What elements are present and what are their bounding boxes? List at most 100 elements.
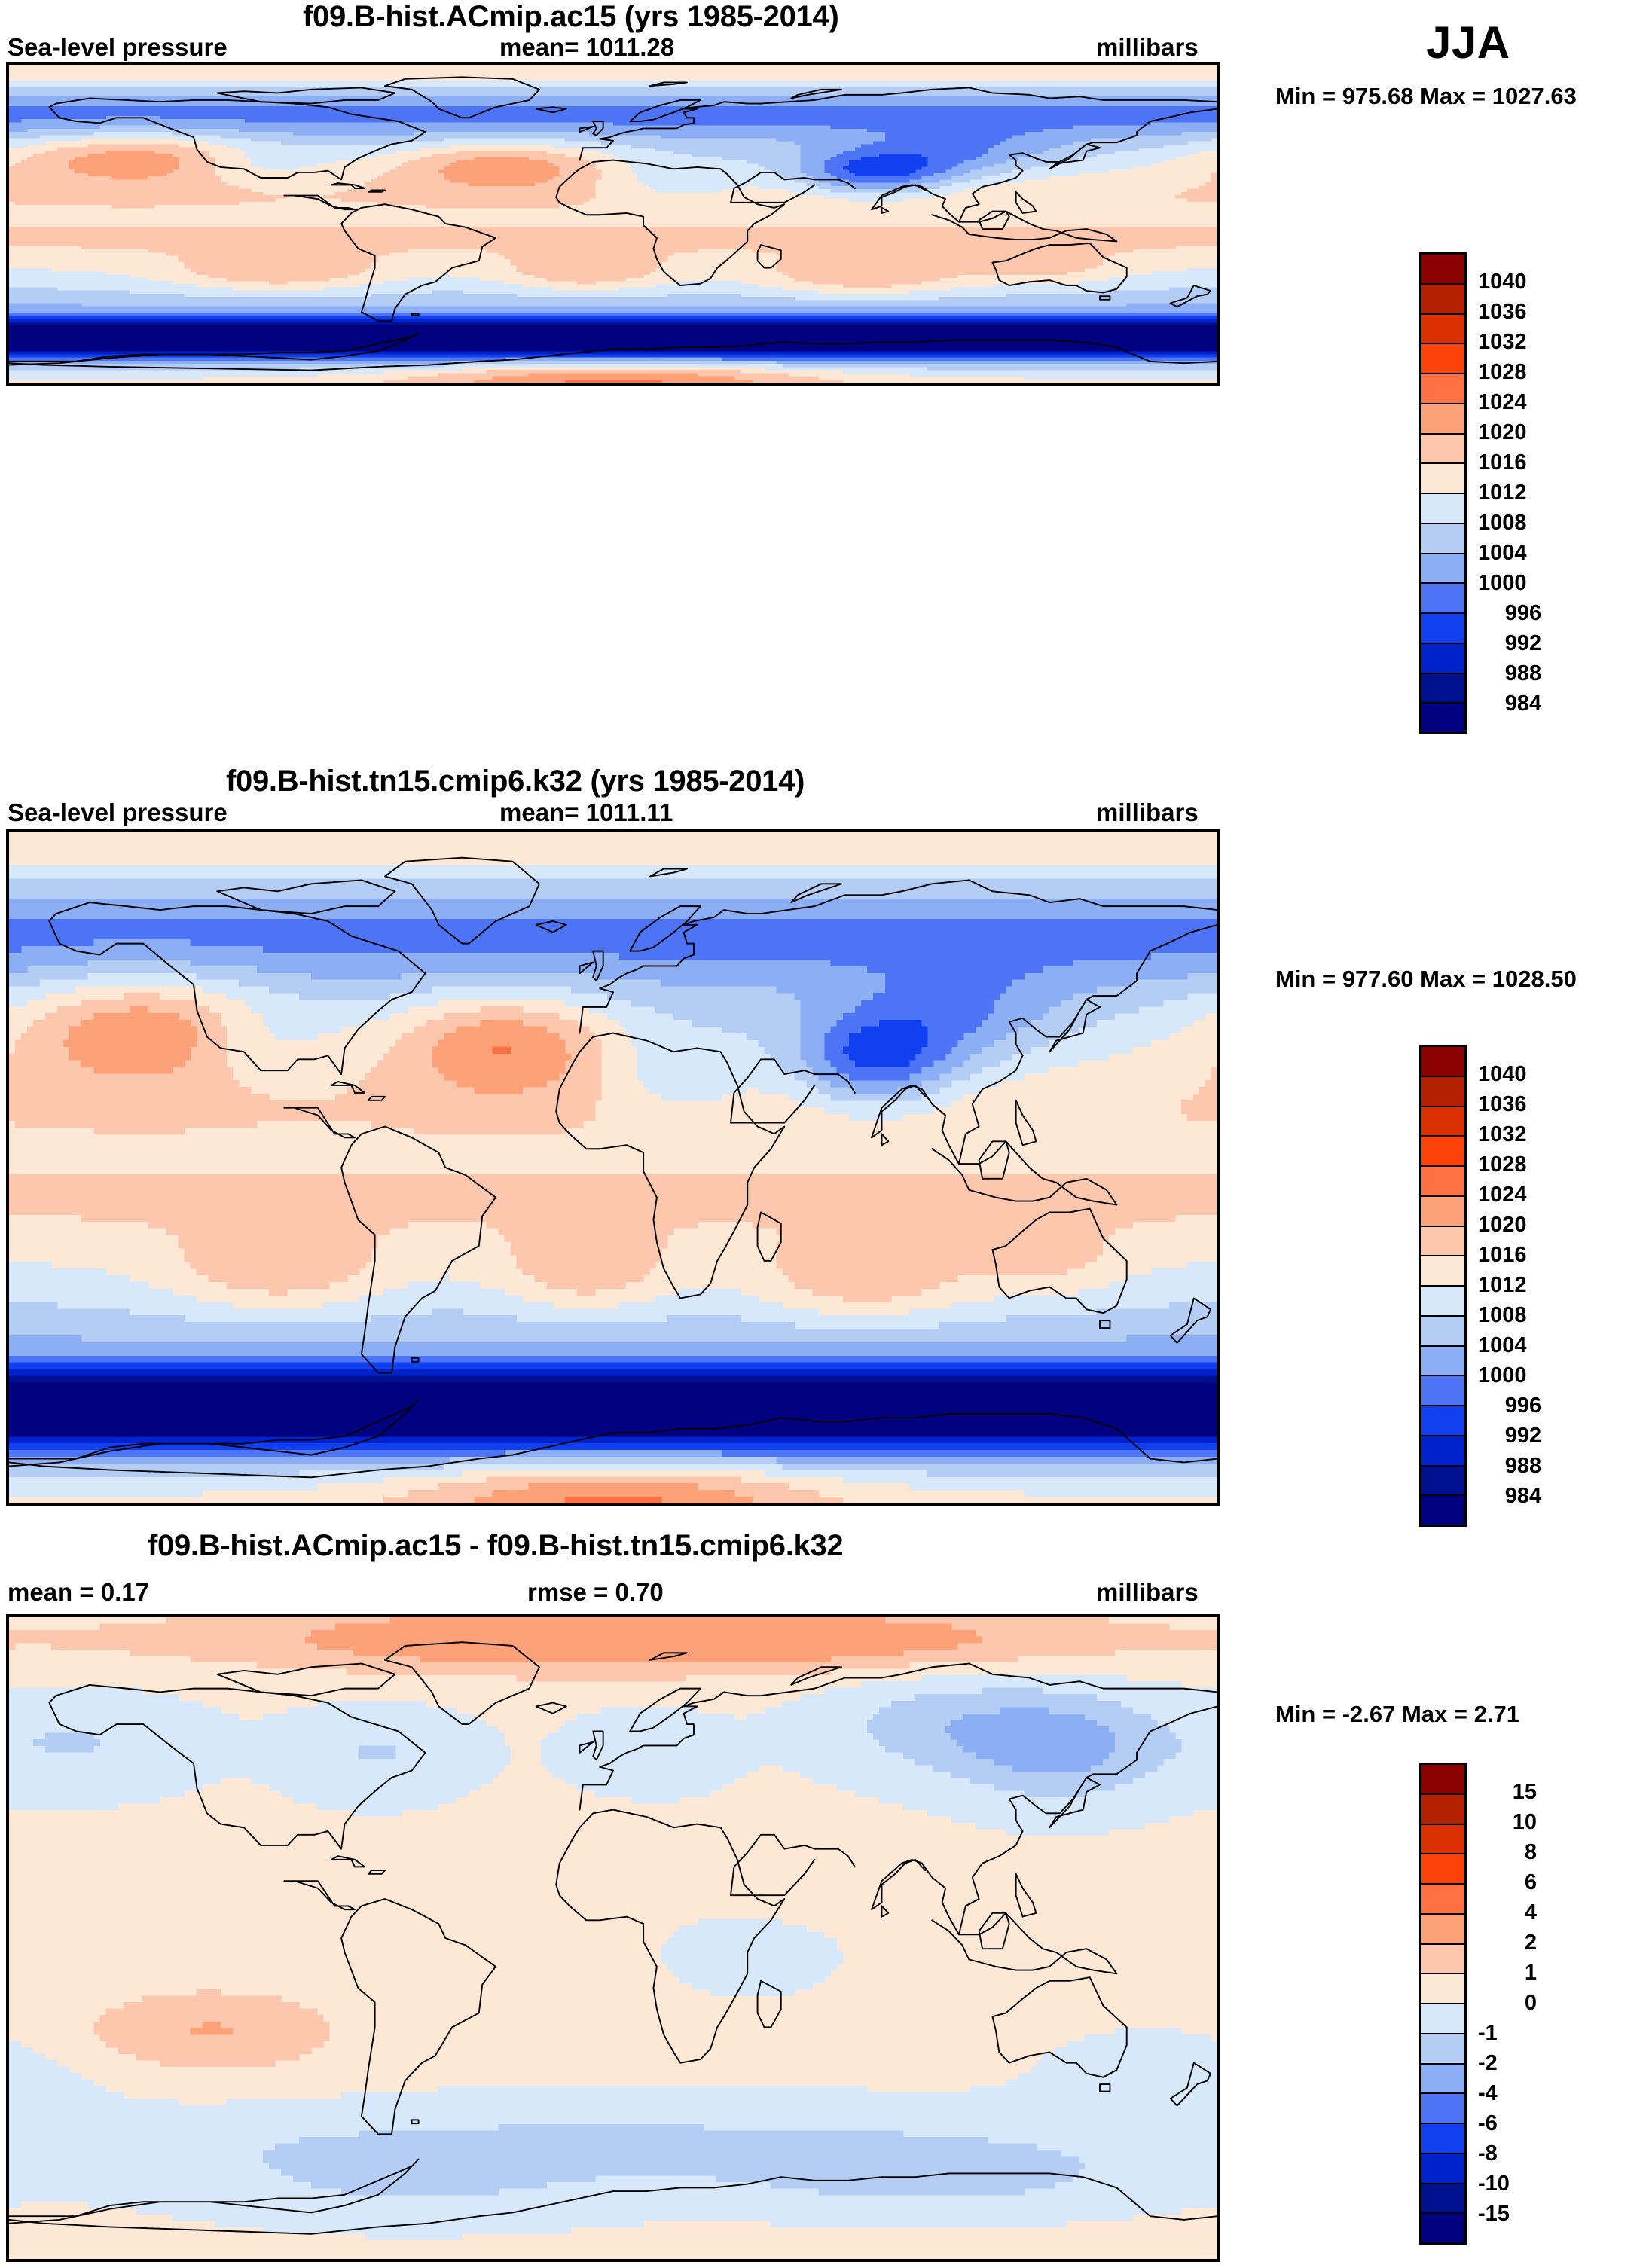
colorbar-tick-label: 996 <box>1478 603 1568 624</box>
map-bottom-canvas <box>9 1617 1217 2259</box>
colorbar-tick-label: 15 <box>1478 1781 1537 1803</box>
colorbar-middle[interactable] <box>1419 1045 1467 1527</box>
colorbar-band <box>1421 2124 1464 2154</box>
colorbar-bottom[interactable] <box>1419 1763 1467 2245</box>
panel-top-minmax: Min = 975.68 Max = 1027.63 <box>1275 83 1577 110</box>
colorbar-tick-label: 992 <box>1478 1425 1568 1447</box>
colorbar-tick-label: -8 <box>1478 2143 1568 2165</box>
colorbar-tick-label: 1032 <box>1478 331 1568 353</box>
colorbar-band <box>1421 1347 1464 1377</box>
map-middle-canvas <box>9 832 1217 1503</box>
panel-bottom-left-label: mean = 0.17 <box>8 1578 149 1607</box>
colorbar-tick-label: 1024 <box>1478 1184 1568 1206</box>
colorbar-band <box>1421 494 1464 524</box>
colorbar-band <box>1421 1974 1464 2004</box>
colorbar-band <box>1421 2034 1464 2065</box>
colorbar-tick-label: 1016 <box>1478 452 1568 474</box>
colorbar-tick-label: 10 <box>1478 1812 1537 1833</box>
panel-middle-left-label: Sea-level pressure <box>8 798 228 827</box>
colorbar-tick-label: 988 <box>1478 1455 1568 1477</box>
colorbar-top[interactable] <box>1419 252 1467 734</box>
colorbar-tick-label: 1040 <box>1478 271 1568 293</box>
colorbar-tick-label: 4 <box>1478 1902 1537 1924</box>
colorbar-band <box>1421 1825 1464 1855</box>
colorbar-tick-label: 1004 <box>1478 542 1568 564</box>
colorbar-top-ticklabels: 1040 1036 1032 1028 1024 1020 1016 1012 1008 1004… <box>1478 252 1576 734</box>
colorbar-band <box>1421 1496 1464 1525</box>
colorbar-tick-label: -15 <box>1478 2203 1568 2225</box>
colorbar-band <box>1421 1436 1464 1467</box>
colorbar-tick-label: -6 <box>1478 2113 1568 2135</box>
colorbar-band <box>1421 315 1464 345</box>
colorbar-band <box>1421 1765 1464 1795</box>
panel-middle-title: f09.B-hist.tn15.cmip6.k32 (yrs 1985-2014… <box>226 765 805 798</box>
map-panel-top[interactable] <box>6 62 1220 386</box>
colorbar-tick-label: -2 <box>1478 2053 1568 2074</box>
panel-top-left-label: Sea-level pressure <box>8 33 228 62</box>
colorbar-band <box>1421 1197 1464 1227</box>
colorbar-tick-label: 984 <box>1478 693 1568 715</box>
colorbar-tick-label: 0 <box>1478 1992 1537 2014</box>
colorbar-band <box>1421 344 1464 374</box>
colorbar-tick-label: 1020 <box>1478 1214 1568 1236</box>
colorbar-tick-label: 1028 <box>1478 362 1568 383</box>
colorbar-band <box>1421 1256 1464 1287</box>
colorbar-band <box>1421 1795 1464 1825</box>
colorbar-band <box>1421 2065 1464 2095</box>
colorbar-band <box>1421 1885 1464 1915</box>
colorbar-tick-label: 988 <box>1478 663 1568 685</box>
panel-top-right-label: millibars <box>1096 33 1199 62</box>
colorbar-tick-label: 1008 <box>1478 512 1568 534</box>
colorbar-band <box>1421 2154 1464 2184</box>
colorbar-band <box>1421 674 1464 704</box>
colorbar-band <box>1421 1376 1464 1406</box>
colorbar-tick-label: 1016 <box>1478 1244 1568 1266</box>
panel-bottom-right-label: millibars <box>1096 1578 1199 1607</box>
colorbar-tick-label: 1028 <box>1478 1154 1568 1176</box>
colorbar-tick-label: 1020 <box>1478 422 1568 444</box>
colorbar-band <box>1421 1945 1464 1975</box>
panel-middle-center-label: mean= 1011.11 <box>499 798 673 827</box>
colorbar-tick-label: 8 <box>1478 1842 1537 1864</box>
colorbar-tick-label: 2 <box>1478 1932 1537 1954</box>
colorbar-band <box>1421 524 1464 554</box>
colorbar-tick-label: 1 <box>1478 1962 1537 1984</box>
colorbar-tick-label: 1012 <box>1478 482 1568 504</box>
colorbar-band <box>1421 2094 1464 2124</box>
season-label: JJA <box>1426 17 1510 69</box>
colorbar-tick-label: 1036 <box>1478 301 1568 323</box>
colorbar-band <box>1421 435 1464 465</box>
colorbar-band <box>1421 255 1464 285</box>
colorbar-tick-label: 992 <box>1478 633 1568 655</box>
panel-top-center-label: mean= 1011.28 <box>499 33 674 62</box>
colorbar-tick-label: -10 <box>1478 2173 1568 2195</box>
colorbar-band <box>1421 1406 1464 1436</box>
colorbar-band <box>1421 1317 1464 1347</box>
colorbar-tick-label: 996 <box>1478 1395 1568 1417</box>
colorbar-band <box>1421 1077 1464 1107</box>
colorbar-tick-label: -1 <box>1478 2022 1568 2044</box>
colorbar-band <box>1421 2184 1464 2215</box>
colorbar-band <box>1421 1047 1464 1077</box>
colorbar-band <box>1421 704 1464 732</box>
colorbar-band <box>1421 1227 1464 1257</box>
map-top-canvas <box>9 65 1217 383</box>
panel-bottom-minmax: Min = -2.67 Max = 2.71 <box>1275 1701 1519 1728</box>
panel-bottom-center-label: rmse = 0.70 <box>527 1578 664 1607</box>
panel-top-title: f09.B-hist.ACmip.ac15 (yrs 1985-2014) <box>303 0 838 34</box>
colorbar-band <box>1421 1467 1464 1497</box>
colorbar-band <box>1421 404 1464 435</box>
colorbar-tick-label: 1008 <box>1478 1305 1568 1326</box>
colorbar-band <box>1421 285 1464 315</box>
colorbar-tick-label: 1036 <box>1478 1094 1568 1116</box>
colorbar-tick-label: 984 <box>1478 1485 1568 1507</box>
map-panel-middle[interactable] <box>6 829 1220 1506</box>
colorbar-band <box>1421 1107 1464 1137</box>
colorbar-tick-label: 1004 <box>1478 1335 1568 1357</box>
colorbar-band <box>1421 2004 1464 2034</box>
colorbar-band <box>1421 464 1464 494</box>
colorbar-band <box>1421 1915 1464 1945</box>
colorbar-tick-label: 1040 <box>1478 1064 1568 1085</box>
map-panel-bottom[interactable] <box>6 1614 1220 2262</box>
